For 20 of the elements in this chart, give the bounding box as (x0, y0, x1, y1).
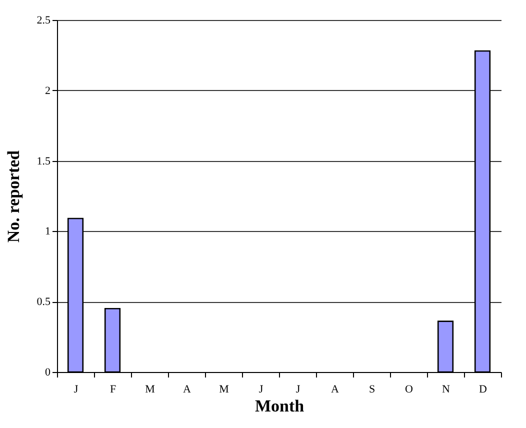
x-tick-label: A (183, 384, 192, 396)
x-tick-label: F (110, 384, 116, 396)
x-tick-label: O (405, 384, 414, 396)
y-tick-label: 1.5 (36, 155, 51, 168)
y-tick-label: 1 (45, 226, 50, 238)
x-tick-label: S (368, 384, 376, 396)
y-tick-label: 0.5 (36, 296, 51, 308)
x-tick-label: J (296, 384, 301, 396)
x-tick-label: D (479, 384, 488, 396)
x-tick-label: A (331, 384, 340, 396)
x-tick-label: N (442, 384, 450, 396)
x-tick-label: J (74, 384, 79, 396)
x-tick-label: M (145, 384, 156, 396)
y-tick-label: 2.5 (36, 14, 51, 26)
y-axis-title: No. reported (4, 150, 23, 243)
y-tick-label: 2 (45, 84, 50, 97)
x-tick-label: J (258, 384, 264, 396)
y-tick-label: 0 (45, 366, 51, 378)
x-tick-label: M (219, 384, 230, 396)
x-axis-title: Month (254, 396, 305, 416)
